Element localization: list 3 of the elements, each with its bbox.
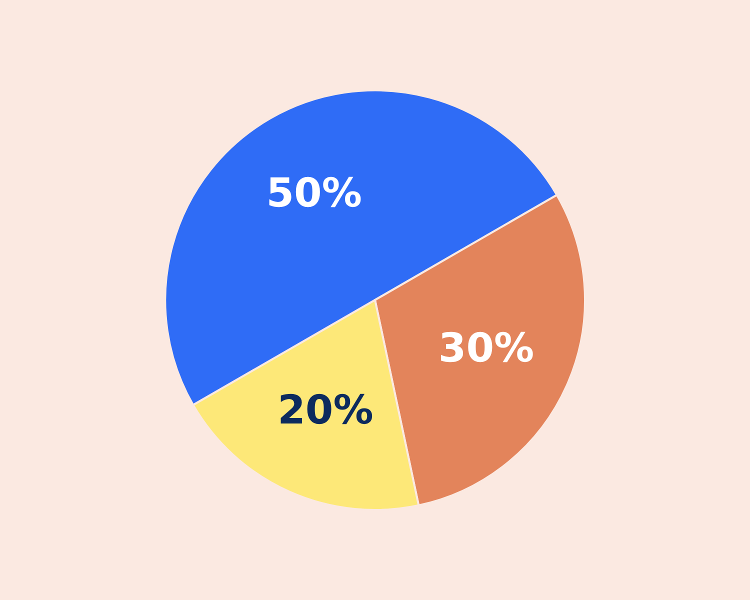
data-label: 30% <box>438 326 534 372</box>
data-label: 50% <box>266 170 362 217</box>
data-label: 20% <box>278 387 374 434</box>
